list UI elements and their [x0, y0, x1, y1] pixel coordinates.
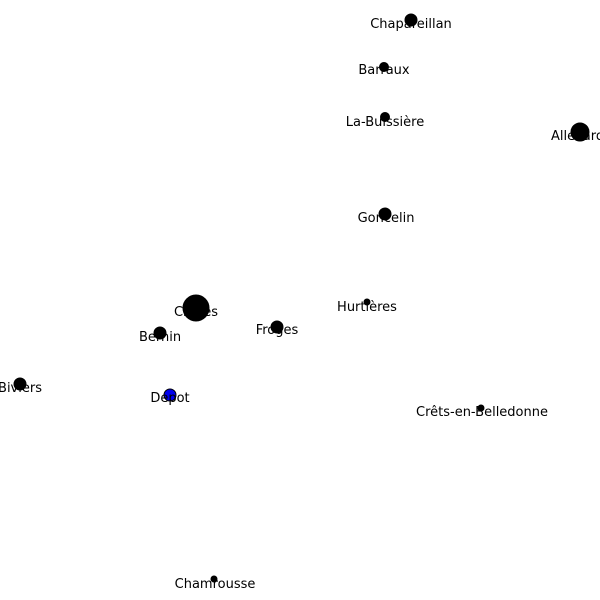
town-label-biviers: Biviers: [0, 381, 42, 396]
map-node-cretes-en-belledonne: Crêts-en-Belledonne: [416, 404, 548, 420]
town-label-depot: Depot: [150, 391, 189, 406]
map-node-froges: Froges: [256, 320, 299, 338]
map-node-barraux: Barraux: [358, 62, 410, 78]
town-marker-froges: [270, 320, 284, 334]
town-label-chamrousse: Chamrousse: [175, 577, 256, 592]
town-label-la-buissiere: La-Buissière: [346, 115, 424, 130]
map-node-bernin: Bernin: [139, 326, 181, 345]
map-node-hurtieres: Hurtières: [337, 298, 397, 315]
town-marker-chapareillan: [404, 13, 418, 27]
town-marker-crolles: [182, 294, 210, 322]
map-node-chapareillan: Chapareillan: [370, 13, 452, 32]
town-marker-biviers: [13, 377, 27, 391]
town-label-goncelin: Goncelin: [358, 211, 415, 226]
town-marker-la-buissiere: [380, 112, 390, 122]
town-marker-allevard: [570, 122, 590, 142]
map-node-chamrousse: Chamrousse: [175, 575, 256, 592]
town-label-cretes-en-belledonne: Crêts-en-Belledonne: [416, 405, 548, 420]
town-marker-cretes-en-belledonne: [477, 404, 485, 412]
town-label-crolles: Crolles: [174, 305, 218, 320]
town-label-hurtieres: Hurtières: [337, 300, 397, 315]
town-label-allevard: Allevard: [551, 129, 600, 144]
town-marker-barraux: [379, 62, 389, 72]
map-node-goncelin: Goncelin: [358, 207, 415, 226]
town-marker-goncelin: [378, 207, 392, 221]
town-label-barraux: Barraux: [358, 63, 410, 78]
town-marker-chamrousse: [210, 575, 218, 583]
town-marker-hurtieres: [363, 298, 371, 306]
town-label-chapareillan: Chapareillan: [370, 17, 452, 32]
town-label-bernin: Bernin: [139, 330, 181, 345]
map-node-allevard: Allevard: [551, 122, 600, 144]
map-node-la-buissiere: La-Buissière: [346, 112, 424, 130]
town-label-froges: Froges: [256, 323, 299, 338]
depot-marker-depot: [163, 388, 177, 402]
map-node-biviers: Biviers: [0, 377, 42, 396]
town-marker-bernin: [153, 326, 167, 340]
map-node-crolles: Crolles: [174, 294, 218, 322]
map-node-depot: Depot: [150, 388, 190, 406]
